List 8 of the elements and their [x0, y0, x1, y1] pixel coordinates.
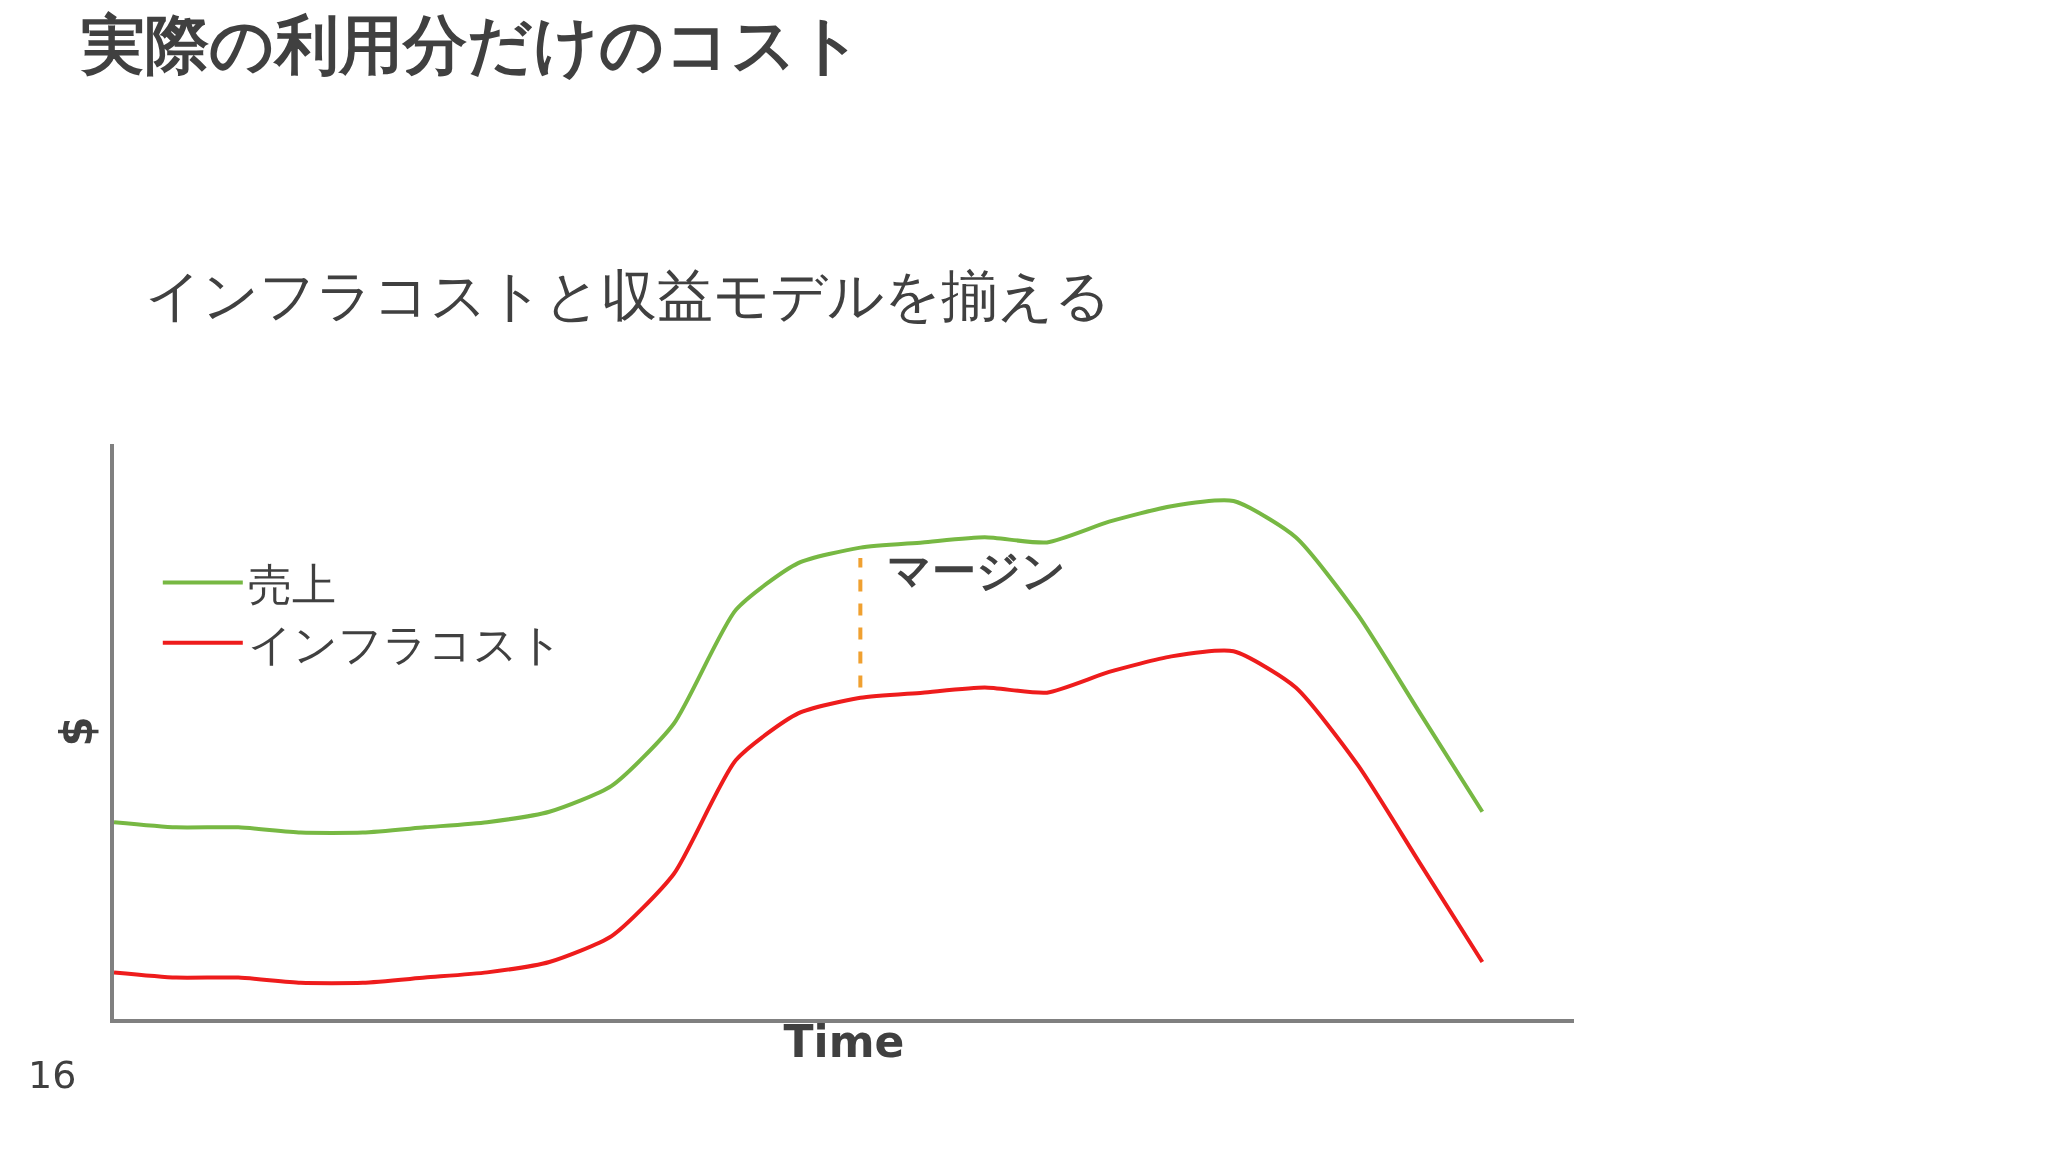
legend-label: 売上: [247, 558, 336, 610]
legend-label: インフラコスト: [247, 618, 563, 670]
text: 16: [28, 1053, 77, 1097]
chart-title: 実際の利用分だけのコスト: [80, 8, 863, 82]
x-axis-title: Time: [783, 1015, 905, 1067]
chart-subtitle: インフラコストと収益モデルを揃える: [145, 263, 1111, 328]
annotation: マージン: [887, 545, 1066, 596]
y-axis-title: $: [50, 716, 102, 747]
